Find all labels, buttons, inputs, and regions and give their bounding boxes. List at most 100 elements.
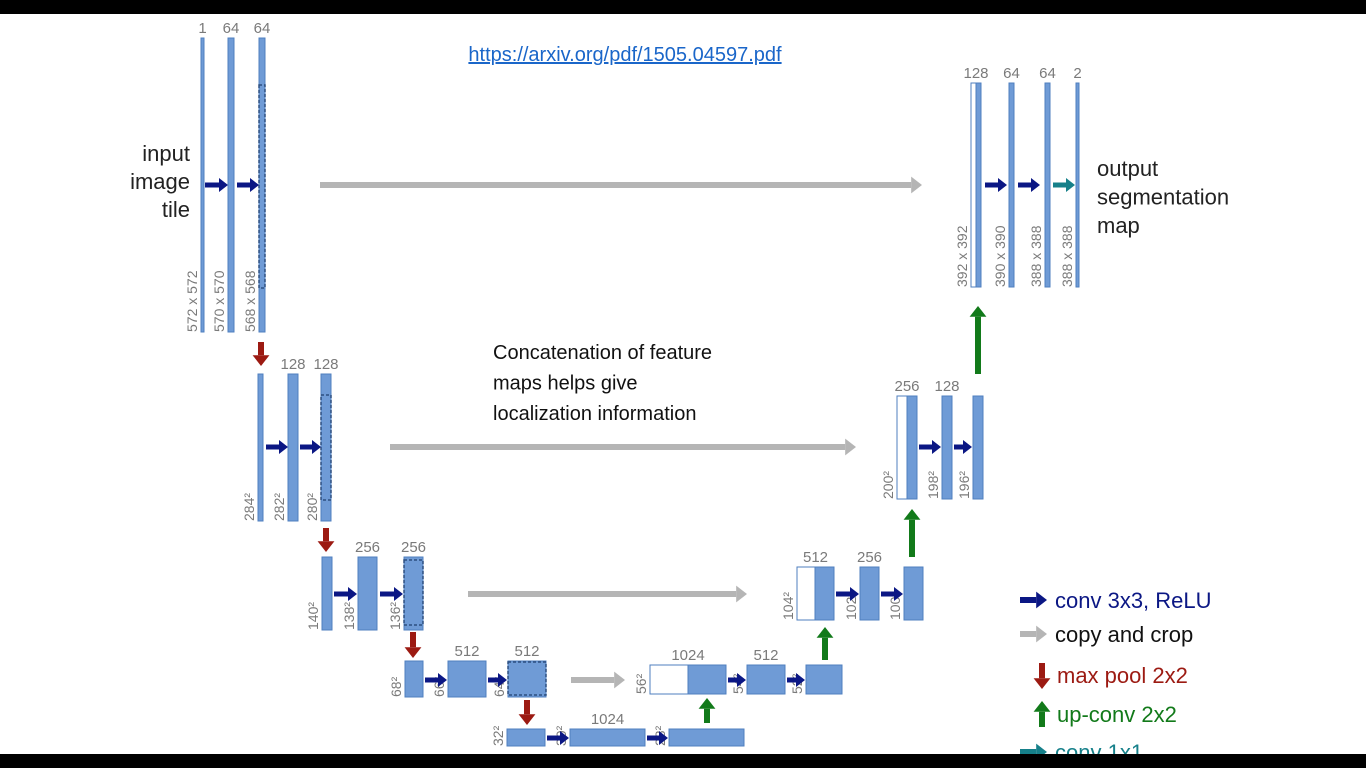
feature-block: [859, 566, 880, 621]
copy-arrow-head: [911, 176, 922, 194]
feature-block: [687, 664, 727, 695]
paper-link[interactable]: https://arxiv.org/pdf/1505.04597.pdf: [468, 44, 782, 66]
crop-region: [403, 559, 424, 626]
conv-arrow-head: [963, 440, 972, 454]
feature-block: [668, 728, 745, 747]
channel-label: 512: [803, 549, 828, 566]
channel-label: 64: [223, 20, 240, 37]
size-label: 200²: [880, 471, 896, 499]
crop-region: [507, 661, 547, 696]
channel-label: 256: [401, 539, 426, 556]
crop-region: [320, 394, 332, 501]
channel-label: 256: [857, 549, 882, 566]
feature-block: [1044, 82, 1051, 288]
copied-block: [970, 82, 977, 288]
size-label: 136²: [387, 602, 403, 630]
size-label: 572 x 572: [184, 270, 200, 332]
feature-block: [746, 664, 786, 695]
conv-arrow-head: [394, 587, 403, 601]
feature-block: [357, 556, 378, 631]
copy-arrow-head: [614, 671, 625, 689]
feature-block: [507, 660, 547, 698]
channel-label: 128: [313, 356, 338, 373]
feature-block: [320, 373, 332, 522]
channel-label: 64: [254, 20, 271, 37]
size-label: 68²: [388, 676, 404, 697]
legend-label: up-conv 2x2: [1057, 702, 1177, 727]
size-label: 284²: [241, 493, 257, 521]
legend-arrow-head: [1036, 625, 1047, 643]
feature-block: [941, 395, 953, 500]
feature-block: [805, 664, 843, 695]
legend-arrow-head: [1033, 701, 1051, 712]
upconv-arrow-head: [969, 306, 987, 317]
feature-block: [321, 556, 333, 631]
conv-arrow-head: [560, 731, 569, 745]
channel-label: 128: [280, 356, 305, 373]
size-label: 140²: [305, 602, 321, 630]
letterbox-bottom: [0, 754, 1366, 768]
size-label: 388 x 388: [1059, 225, 1075, 287]
output-label: output: [1097, 156, 1158, 181]
conv-arrow-head: [219, 178, 228, 192]
legend-arrow-head: [1036, 591, 1047, 609]
conv-arrow-head: [737, 673, 746, 687]
conv-arrow-head: [279, 440, 288, 454]
feature-block: [447, 660, 487, 698]
annotation: Concatenation of feature: [493, 342, 712, 364]
feature-block: [403, 556, 424, 631]
channel-label: 256: [894, 378, 919, 395]
feature-block: [972, 395, 984, 500]
size-label: 32²: [490, 725, 506, 746]
conv-arrow-head: [850, 587, 859, 601]
feature-block: [404, 660, 424, 698]
copied-block: [796, 566, 816, 621]
input-label: image: [130, 169, 190, 194]
size-label: 56²: [633, 673, 649, 694]
size-label: 568 x 568: [242, 270, 258, 332]
feature-block: [903, 566, 924, 621]
legend-label: conv 3x3, ReLU: [1055, 588, 1212, 613]
conv-arrow-head: [796, 673, 805, 687]
feature-block: [1075, 82, 1080, 288]
upconv-arrow-head: [903, 509, 921, 520]
annotation: localization information: [493, 403, 696, 425]
conv-arrow-head: [348, 587, 357, 601]
conv-arrow-head: [438, 673, 447, 687]
letterbox-top: [0, 0, 1366, 14]
feature-block: [287, 373, 299, 522]
channel-label: 2: [1073, 65, 1081, 82]
channel-label: 64: [1039, 65, 1056, 82]
copy-arrow-head: [845, 438, 856, 456]
conv-arrow-head: [498, 673, 507, 687]
conv-arrow-head: [1031, 178, 1040, 192]
size-label: 282²: [271, 493, 287, 521]
channel-label: 512: [454, 643, 479, 660]
legend-arrow-head: [1033, 678, 1051, 689]
upconv-arrow-head: [698, 698, 716, 709]
feature-block: [257, 373, 264, 522]
feature-block: [906, 395, 918, 500]
channel-label: 256: [355, 539, 380, 556]
feature-block: [506, 728, 546, 747]
conv-arrow-head: [894, 587, 903, 601]
channel-label: 1: [198, 20, 206, 37]
size-label: 390 x 390: [992, 225, 1008, 287]
conv-arrow-head: [250, 178, 259, 192]
size-label: 104²: [780, 592, 796, 620]
output-label: map: [1097, 213, 1140, 238]
feature-block: [569, 728, 646, 747]
pool-arrow-head: [252, 355, 270, 366]
legend-label: max pool 2x2: [1057, 663, 1188, 688]
feature-block: [227, 37, 235, 333]
legend-label: copy and crop: [1055, 622, 1193, 647]
size-label: 100²: [887, 592, 903, 620]
input-label: tile: [162, 197, 190, 222]
feature-block: [1008, 82, 1015, 288]
pool-arrow-head: [518, 714, 536, 725]
size-label: 138²: [341, 602, 357, 630]
channel-label: 128: [963, 65, 988, 82]
input-label: input: [142, 141, 190, 166]
pool-arrow-head: [317, 541, 335, 552]
